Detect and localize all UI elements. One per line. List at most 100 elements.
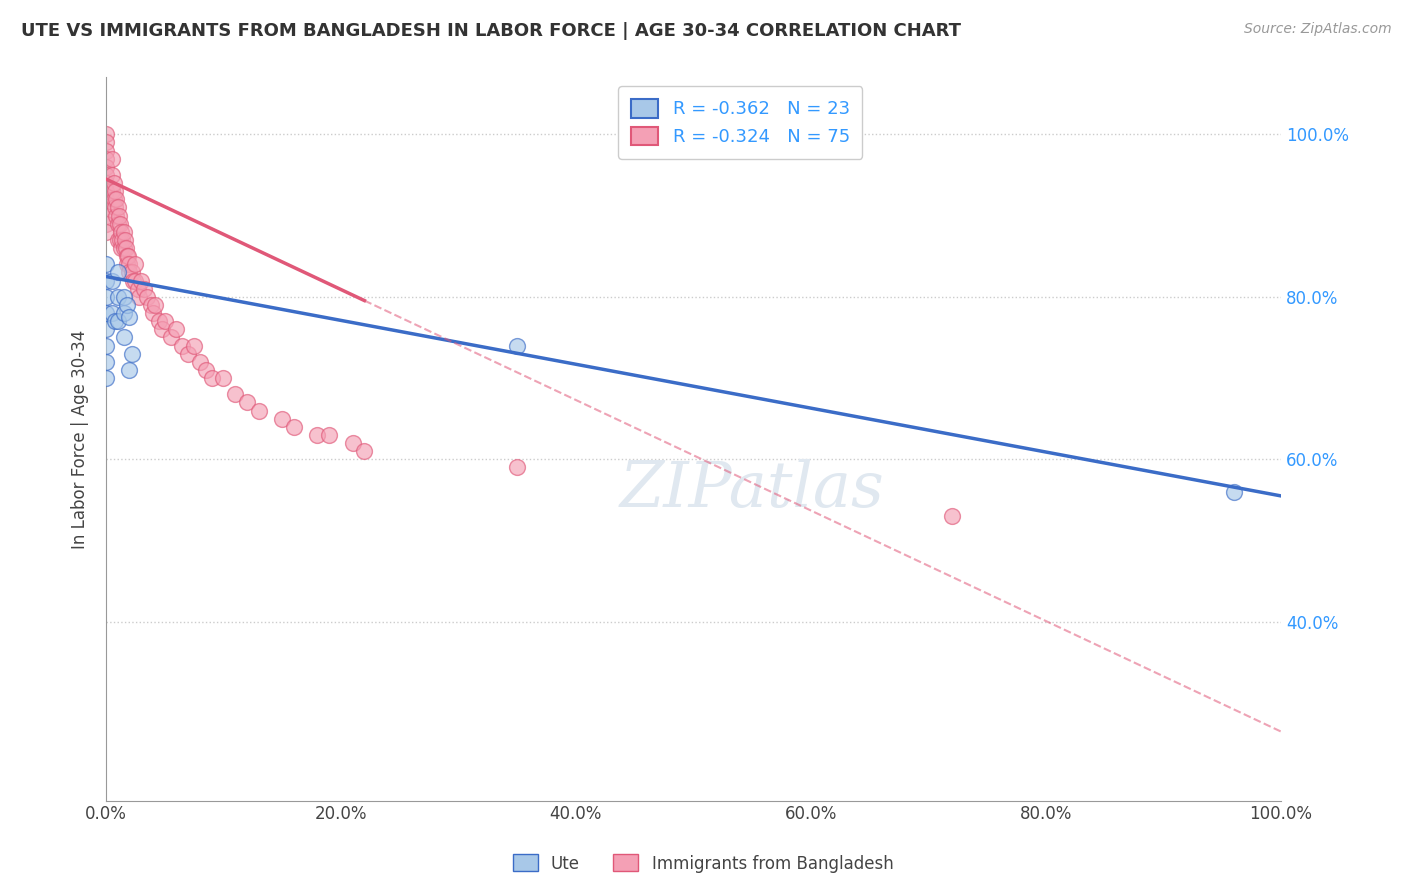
Point bbox=[128, 290, 150, 304]
Point bbox=[112, 330, 135, 344]
Point bbox=[94, 371, 117, 385]
Point bbox=[132, 282, 155, 296]
Point bbox=[342, 436, 364, 450]
Point bbox=[94, 338, 117, 352]
Point bbox=[103, 176, 125, 190]
Point bbox=[94, 168, 117, 182]
Point bbox=[118, 265, 141, 279]
Point bbox=[118, 257, 141, 271]
Point bbox=[188, 355, 211, 369]
Point bbox=[94, 128, 117, 142]
Point bbox=[112, 225, 135, 239]
Point bbox=[101, 152, 124, 166]
Point bbox=[94, 257, 117, 271]
Point bbox=[115, 249, 138, 263]
Point bbox=[115, 298, 138, 312]
Point bbox=[129, 274, 152, 288]
Point bbox=[177, 347, 200, 361]
Point bbox=[94, 184, 117, 198]
Point bbox=[94, 322, 117, 336]
Point bbox=[94, 160, 117, 174]
Point bbox=[105, 192, 128, 206]
Point bbox=[94, 306, 117, 320]
Point bbox=[94, 136, 117, 150]
Point bbox=[94, 144, 117, 158]
Point bbox=[103, 192, 125, 206]
Point bbox=[107, 314, 129, 328]
Point bbox=[104, 184, 127, 198]
Point bbox=[94, 152, 117, 166]
Point bbox=[307, 428, 329, 442]
Point bbox=[108, 209, 131, 223]
Point bbox=[118, 363, 141, 377]
Point bbox=[122, 274, 145, 288]
Point bbox=[201, 371, 224, 385]
Y-axis label: In Labor Force | Age 30-34: In Labor Force | Age 30-34 bbox=[72, 329, 89, 549]
Point bbox=[194, 363, 217, 377]
Point bbox=[212, 371, 235, 385]
Point bbox=[107, 217, 129, 231]
Point bbox=[118, 310, 141, 325]
Point bbox=[94, 176, 117, 190]
Point bbox=[107, 290, 129, 304]
Point bbox=[107, 233, 129, 247]
Point bbox=[506, 338, 529, 352]
Point bbox=[139, 298, 162, 312]
Point bbox=[104, 314, 127, 328]
Point bbox=[112, 241, 135, 255]
Point bbox=[94, 225, 117, 239]
Point bbox=[224, 387, 246, 401]
Point bbox=[94, 192, 117, 206]
Point bbox=[112, 290, 135, 304]
Point bbox=[121, 347, 143, 361]
Point bbox=[101, 274, 124, 288]
Point bbox=[94, 209, 117, 223]
Point bbox=[153, 314, 176, 328]
Point bbox=[236, 395, 259, 409]
Point bbox=[110, 241, 132, 255]
Point bbox=[148, 314, 170, 328]
Point bbox=[101, 184, 124, 198]
Point bbox=[104, 201, 127, 215]
Point bbox=[506, 460, 529, 475]
Point bbox=[94, 201, 117, 215]
Point bbox=[127, 282, 149, 296]
Point bbox=[353, 444, 375, 458]
Point bbox=[101, 168, 124, 182]
Point bbox=[108, 233, 131, 247]
Point bbox=[124, 257, 146, 271]
Point bbox=[94, 217, 117, 231]
Text: Source: ZipAtlas.com: Source: ZipAtlas.com bbox=[1244, 22, 1392, 37]
Point bbox=[142, 306, 165, 320]
Point bbox=[143, 298, 166, 312]
Point bbox=[183, 338, 205, 352]
Point bbox=[1223, 484, 1246, 499]
Point bbox=[108, 217, 131, 231]
Point bbox=[121, 265, 143, 279]
Point bbox=[283, 420, 305, 434]
Point bbox=[115, 257, 138, 271]
Point bbox=[271, 411, 294, 425]
Point bbox=[105, 209, 128, 223]
Legend: R = -0.362   N = 23, R = -0.324   N = 75: R = -0.362 N = 23, R = -0.324 N = 75 bbox=[619, 87, 862, 159]
Point bbox=[124, 274, 146, 288]
Point bbox=[94, 290, 117, 304]
Text: ZIPatlas: ZIPatlas bbox=[620, 458, 884, 520]
Legend: Ute, Immigrants from Bangladesh: Ute, Immigrants from Bangladesh bbox=[506, 847, 900, 880]
Point bbox=[159, 330, 181, 344]
Point bbox=[172, 338, 194, 352]
Point bbox=[111, 233, 134, 247]
Point bbox=[107, 201, 129, 215]
Point bbox=[318, 428, 340, 442]
Point bbox=[150, 322, 173, 336]
Point bbox=[115, 241, 138, 255]
Text: UTE VS IMMIGRANTS FROM BANGLADESH IN LABOR FORCE | AGE 30-34 CORRELATION CHART: UTE VS IMMIGRANTS FROM BANGLADESH IN LAB… bbox=[21, 22, 962, 40]
Point bbox=[165, 322, 187, 336]
Point bbox=[117, 249, 139, 263]
Point bbox=[110, 225, 132, 239]
Point bbox=[94, 274, 117, 288]
Point bbox=[247, 403, 270, 417]
Point bbox=[101, 306, 124, 320]
Point bbox=[941, 509, 963, 524]
Point bbox=[107, 265, 129, 279]
